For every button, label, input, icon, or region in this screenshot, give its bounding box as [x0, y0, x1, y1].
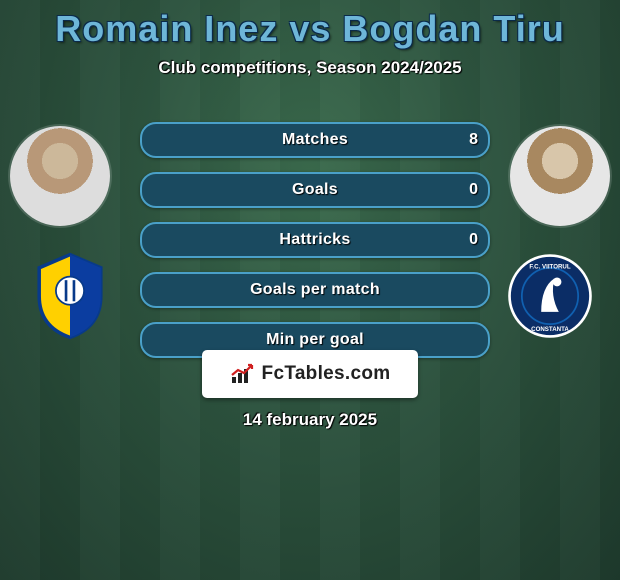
stat-row: Goals 0 — [140, 172, 490, 208]
svg-text:CONSTANTA: CONSTANTA — [531, 326, 569, 333]
stat-label: Hattricks — [279, 231, 350, 249]
watermark-badge: FcTables.com — [202, 350, 418, 398]
stat-label: Goals — [292, 181, 338, 199]
stat-right-value: 0 — [469, 224, 478, 256]
page-subtitle: Club competitions, Season 2024/2025 — [0, 58, 620, 78]
stat-right-value: 8 — [469, 124, 478, 156]
date-label: 14 february 2025 — [0, 410, 620, 430]
stat-label: Goals per match — [250, 281, 380, 299]
stat-right-value: 0 — [469, 174, 478, 206]
player-right-avatar — [510, 126, 610, 226]
stat-row: Goals per match — [140, 272, 490, 308]
stats-panel: Matches 8 Goals 0 Hattricks 0 Goals per … — [140, 122, 490, 372]
stat-row: Matches 8 — [140, 122, 490, 158]
stat-row: Hattricks 0 — [140, 222, 490, 258]
page-title: Romain Inez vs Bogdan Tiru — [0, 0, 620, 50]
stat-label: Min per goal — [266, 331, 364, 349]
team-right-crest: F.C. VIITORUL CONSTANTA — [506, 252, 594, 340]
chart-icon — [230, 363, 256, 385]
team-left-crest — [26, 252, 114, 340]
player-left-avatar — [10, 126, 110, 226]
watermark-text: FcTables.com — [262, 363, 391, 385]
svg-text:F.C. VIITORUL: F.C. VIITORUL — [529, 264, 571, 271]
comparison-card: Romain Inez vs Bogdan Tiru Club competit… — [0, 0, 620, 580]
stat-label: Matches — [282, 131, 348, 149]
